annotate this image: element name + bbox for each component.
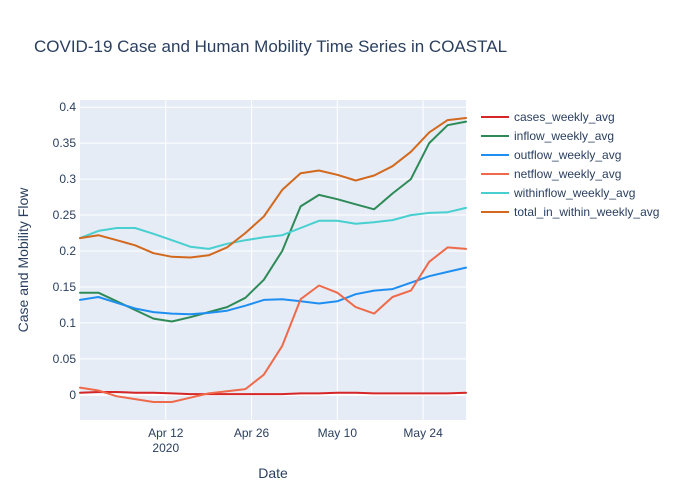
- legend-item[interactable]: withinflow_weekly_avg: [481, 186, 635, 200]
- x-tick-label: May 10: [318, 426, 358, 440]
- series-lines: [79, 117, 467, 403]
- y-axis-title: Case and Mobility Flow: [15, 187, 31, 333]
- y-tick-label: 0.05: [53, 352, 77, 366]
- x-tick-label: Apr 26: [234, 426, 270, 440]
- legend-item[interactable]: total_in_within_weekly_avg: [481, 205, 659, 219]
- x-axis: Apr 12 2020 Apr 26 May 10 May 24: [148, 426, 443, 455]
- legend-label: total_in_within_weekly_avg: [514, 205, 659, 219]
- x-axis-title: Date: [258, 465, 288, 481]
- plot-area: [80, 100, 466, 420]
- series-line-netflow-weekly-avg: [79, 246, 467, 403]
- y-tick-label: 0.1: [59, 316, 76, 330]
- y-tick-label: 0.2: [59, 244, 76, 258]
- legend-label: inflow_weekly_avg: [514, 129, 614, 143]
- legend-item[interactable]: inflow_weekly_avg: [481, 129, 614, 143]
- series-line-cases-weekly-avg: [79, 391, 467, 396]
- legend-label: withinflow_weekly_avg: [513, 186, 635, 200]
- chart-title: COVID-19 Case and Human Mobility Time Se…: [34, 37, 507, 56]
- y-tick-label: 0.15: [53, 280, 77, 294]
- y-tick-label: 0.25: [53, 208, 77, 222]
- legend-label: outflow_weekly_avg: [514, 148, 621, 162]
- series-line-total-in-within-weekly-avg: [79, 117, 467, 259]
- series-line-outflow-weekly-avg: [79, 266, 467, 316]
- series-line-withinflow-weekly-avg: [79, 206, 467, 250]
- x-tick-label: May 24: [403, 426, 443, 440]
- y-tick-label: 0: [69, 388, 76, 402]
- series-line-inflow-weekly-avg: [79, 120, 467, 323]
- legend: cases_weekly_avg inflow_weekly_avgoutflow…: [481, 110, 659, 219]
- legend-item[interactable]: outflow_weekly_avg: [481, 148, 621, 162]
- y-tick-label: 0.3: [59, 172, 76, 186]
- legend-item[interactable]: netflow_weekly_avg: [481, 167, 621, 181]
- x-tick-label: Apr 12 2020: [148, 426, 184, 455]
- y-axis: 0 0.05 0.1 0.15 0.2 0.25 0.3 0.35 0.4: [53, 100, 77, 402]
- y-tick-label: 0.4: [59, 100, 76, 114]
- legend-label: cases_weekly_avg: [514, 110, 615, 124]
- legend-item[interactable]: cases_weekly_avg: [481, 110, 615, 124]
- y-tick-label: 0.35: [53, 136, 77, 150]
- grid: [80, 100, 466, 420]
- legend-label: netflow_weekly_avg: [514, 167, 621, 181]
